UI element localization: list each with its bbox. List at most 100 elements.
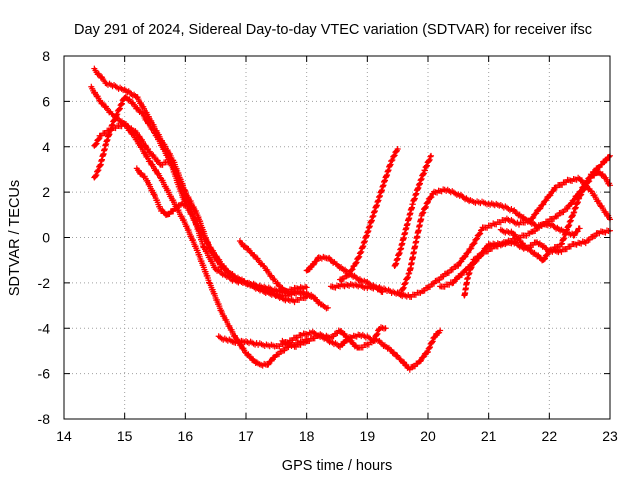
data-point [420,290,424,294]
data-point [329,286,333,289]
data-point [220,263,223,266]
data-point [554,186,557,189]
data-point [172,209,175,212]
data-point [123,122,126,126]
data-point [311,263,314,266]
data-point [408,295,411,298]
data-point [256,363,260,366]
data-point [423,168,427,171]
data-point [432,336,436,339]
data-point [493,222,496,226]
data-point [311,295,314,298]
y-tick-label: 4 [42,139,50,155]
data-point [153,131,157,135]
data-point [311,331,314,334]
data-point [457,193,460,196]
data-point [411,202,415,205]
series-arc-15 [461,152,613,299]
data-point [338,329,342,332]
y-tick-label: -8 [38,411,51,427]
data-point [141,113,145,117]
data-point [196,249,199,253]
data-point [487,202,490,205]
data-point [408,367,411,371]
x-tick-label: 17 [238,428,254,444]
data-point [505,218,509,221]
data-point [181,202,184,205]
data-point [481,227,484,230]
data-point [172,200,175,203]
axis-ticks: 14 15 16 17 18 19 20 21 22 23 -8 -6 -4 -2 0 2 4 6 8 [38,48,618,444]
data-point [390,349,393,353]
data-point [305,270,308,273]
series-arc-16 [497,168,613,264]
data-point [463,295,466,298]
data-point [256,286,260,289]
data-point [542,222,545,226]
data-point [390,290,393,294]
data-point [384,177,387,180]
data-point [196,224,199,228]
data-point [159,209,163,212]
data-point [105,82,108,85]
data-point [354,283,357,287]
data-point [463,270,466,273]
data-point [429,154,433,158]
data-point [214,268,217,271]
data-point [457,263,460,266]
series-arc-11 [327,186,583,298]
data-point [481,252,484,255]
y-tick-label: -4 [38,320,51,336]
data-point [250,252,254,255]
data-marks [88,65,613,373]
y-tick-label: 8 [42,48,50,64]
data-point [244,281,248,285]
data-point [275,281,278,285]
data-point [147,159,151,162]
data-point [536,240,539,244]
data-point [408,270,411,273]
data-point [317,256,320,260]
data-point [184,204,187,207]
data-point [390,159,393,162]
data-point [420,213,424,217]
data-point [493,245,496,248]
data-point [396,293,399,296]
data-point [347,338,351,341]
data-point [560,229,563,232]
data-point [275,345,278,348]
data-point [360,279,363,282]
data-point [93,68,96,71]
data-point [99,134,102,137]
series-arc-10 [337,146,401,283]
series-arc-13 [394,174,613,300]
data-point [472,258,475,262]
data-point [93,177,96,180]
data-point [523,245,527,248]
data-point [529,218,533,221]
data-point [560,249,563,253]
data-point [572,211,575,214]
x-tick-label: 20 [420,428,436,444]
data-point [172,168,175,171]
series-arc-5 [133,165,189,218]
data-point [123,95,126,99]
data-point [208,245,211,248]
data-point [147,150,151,153]
y-tick-label: -2 [38,275,51,291]
data-point [135,168,138,171]
data-point [584,240,587,244]
data-point [287,293,290,296]
data-point [135,138,138,142]
data-point [578,227,581,230]
data-point [299,333,302,337]
data-point-markers [337,146,401,283]
data-point [517,222,521,226]
series-arc-4 [91,120,310,306]
data-point [357,347,360,350]
data-point [438,329,442,332]
data-point [317,333,320,337]
data-point [487,243,490,246]
data-point [451,281,454,285]
